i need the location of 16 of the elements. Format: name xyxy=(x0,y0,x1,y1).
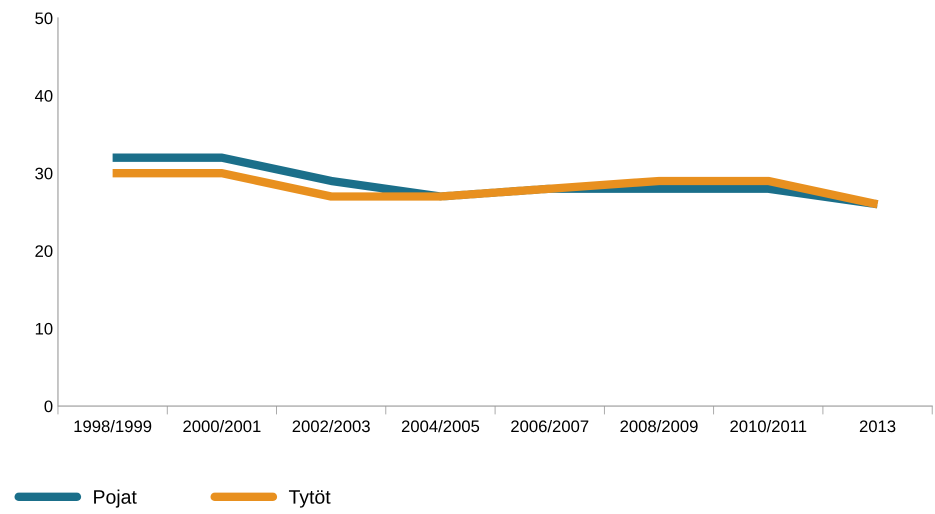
x-tick-label: 2006/2007 xyxy=(511,420,588,432)
y-tick-label: 30 xyxy=(35,168,52,180)
x-tick-label: 1998/1999 xyxy=(74,420,152,432)
x-tick-label: 2004/2005 xyxy=(402,420,480,432)
y-tick-label: 20 xyxy=(35,245,52,258)
y-tick-label: 10 xyxy=(36,322,52,335)
x-tick-label: 2002/2003 xyxy=(292,420,370,432)
legend-label: Pojat xyxy=(94,490,137,508)
legend-label: Tytöt xyxy=(288,490,331,508)
x-tick-label: 2000/2001 xyxy=(183,420,260,432)
x-tick-label: 2010/2011 xyxy=(730,420,806,432)
y-tick-label: 40 xyxy=(34,90,52,102)
x-tick-label: 2013 xyxy=(860,420,896,432)
y-tick-label: 50 xyxy=(35,12,52,24)
x-tick-label: 2008/2009 xyxy=(620,420,698,432)
y-tick-label: 0 xyxy=(44,400,52,412)
